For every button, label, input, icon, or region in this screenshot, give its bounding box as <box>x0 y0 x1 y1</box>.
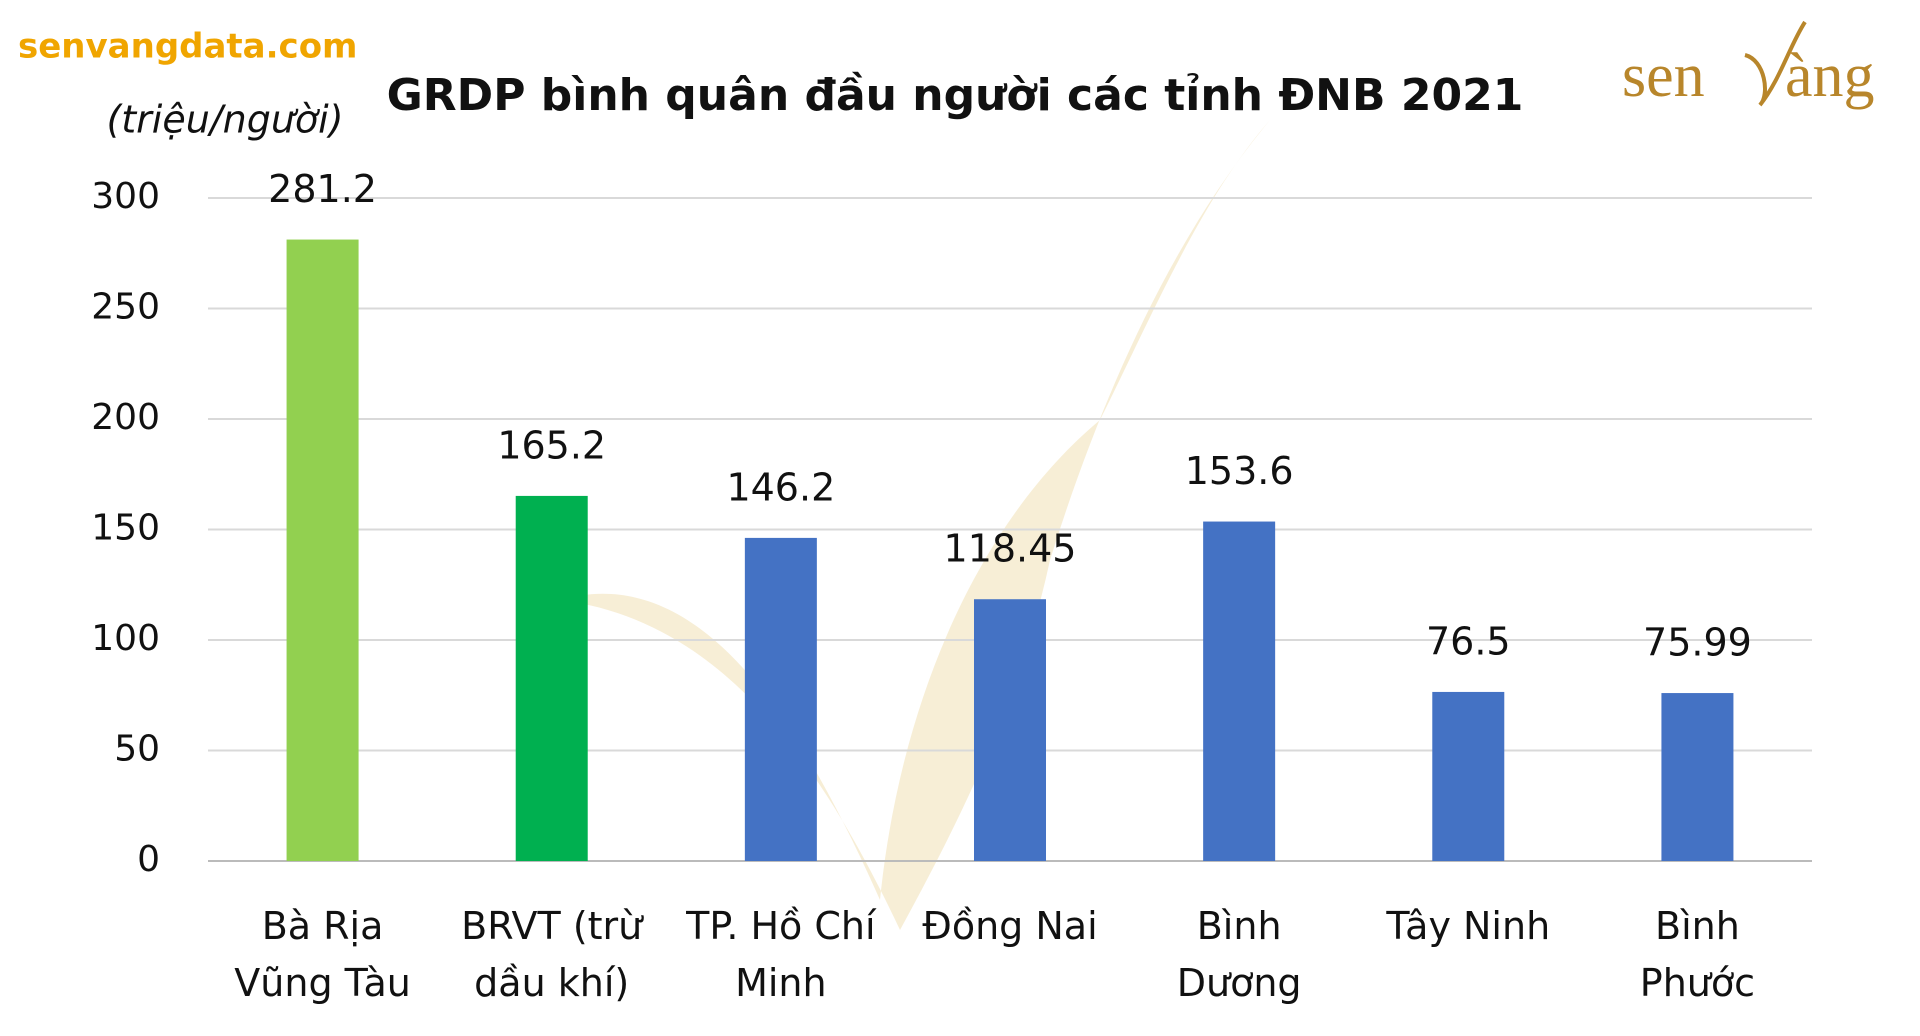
logo-mark <box>1744 20 1807 107</box>
watermark <box>560 120 1270 930</box>
chart-title: GRDP bình quân đầu người các tỉnh ĐNB 20… <box>387 70 1524 121</box>
value-label: 118.45 <box>944 527 1077 571</box>
bar <box>974 599 1046 861</box>
bar <box>1661 693 1734 861</box>
bar <box>515 495 588 861</box>
y-tick-label: 100 <box>91 618 160 659</box>
value-label: 281.2 <box>268 167 377 211</box>
y-tick-label: 50 <box>114 729 160 770</box>
y-tick-label: 200 <box>91 397 160 438</box>
x-tick-label: Tây Ninh <box>1386 904 1551 948</box>
value-label: 76.5 <box>1426 619 1511 663</box>
y-tick-label: 150 <box>91 508 160 549</box>
bar <box>744 537 817 861</box>
value-label: 153.6 <box>1185 449 1294 493</box>
value-label: 146.2 <box>726 465 835 509</box>
logo-left: sen <box>1622 42 1705 110</box>
bar <box>1432 691 1505 861</box>
bar <box>1203 521 1276 861</box>
value-label: 75.99 <box>1643 621 1752 665</box>
logo-right: àng <box>1785 42 1875 110</box>
x-tick-label: Đồng Nai <box>922 904 1098 948</box>
x-tick-label: Bình Phước <box>1639 904 1756 1005</box>
y-tick-label: 250 <box>91 287 160 328</box>
value-label: 165.2 <box>497 423 606 467</box>
x-tick-label: Bà Rịa Vũng Tàu <box>234 904 411 1005</box>
x-tick-label: BRVT (trừ dầu khí) <box>461 904 643 1005</box>
x-tick-label: TP. Hồ Chí Minh <box>686 904 876 1005</box>
y-tick-label: 0 <box>137 839 160 880</box>
y-axis-label: (triệu/người) <box>106 98 343 142</box>
y-tick-label: 300 <box>91 176 160 217</box>
bar <box>286 239 359 862</box>
site-name: senvangdata.com <box>18 27 358 67</box>
x-tick-label: Bình Dương <box>1176 904 1302 1005</box>
